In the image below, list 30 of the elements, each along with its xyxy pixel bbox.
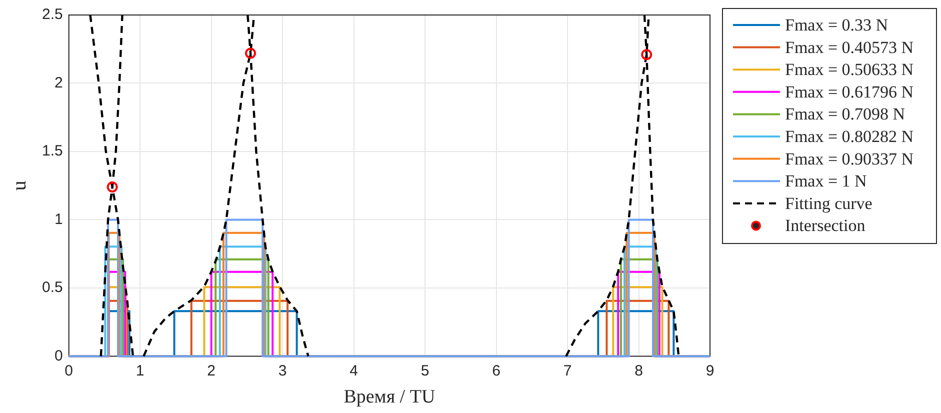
x-tick-label: 9 [706, 362, 714, 380]
point [106, 181, 118, 192]
legend-label: Fmax = 0.50633 N [785, 60, 914, 80]
y-tick-label: 0.5 [42, 279, 63, 296]
y-tick-label: 0 [54, 347, 63, 364]
y-tick-label: 1.5 [42, 142, 63, 160]
y-axis-title: u [8, 180, 30, 191]
legend-label: Fmax = 0.7098 N [785, 104, 906, 124]
legend-label: Fitting curve [785, 194, 872, 213]
x-tick-label: 2 [207, 362, 216, 380]
point [245, 48, 256, 59]
y-tick-label: 1 [54, 210, 63, 228]
x-tick-label: 8 [634, 362, 643, 380]
x-tick-label: 4 [350, 362, 358, 380]
legend-label: Intersection [785, 216, 866, 236]
x-tick-label: 7 [563, 362, 572, 380]
y-tick-label: 2 [54, 74, 63, 92]
x-tick-label: 6 [492, 362, 500, 380]
legend-label: Fmax = 0.33 N [785, 15, 888, 34]
x-tick-label: 3 [278, 362, 287, 380]
legend-label: Fmax = 0.40573 N [785, 38, 914, 57]
y-tick-label: 2.5 [42, 6, 63, 24]
legend-label: Fmax = 1 N [785, 172, 867, 191]
x-tick-label: 1 [136, 362, 144, 380]
x-tick-label: 5 [420, 362, 430, 380]
x-axis-title: Время / TU [344, 386, 436, 408]
legend-label: Fmax = 0.90337 N [785, 149, 914, 168]
point [641, 49, 652, 60]
legend-label: Fmax = 0.61796 N [785, 82, 914, 102]
legend-label: Fmax = 0.80282 N [785, 126, 914, 146]
